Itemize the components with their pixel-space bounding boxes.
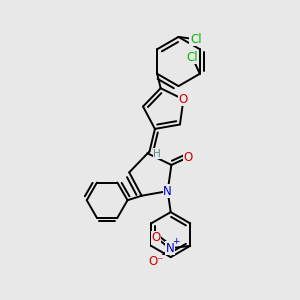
- Text: O: O: [183, 151, 193, 164]
- Text: N: N: [163, 184, 172, 198]
- Text: +: +: [172, 237, 179, 246]
- Text: O⁻: O⁻: [148, 255, 164, 268]
- Text: O: O: [179, 93, 188, 106]
- Text: O: O: [152, 231, 161, 244]
- Text: Cl: Cl: [190, 33, 202, 46]
- Text: N: N: [165, 242, 174, 255]
- Text: H: H: [153, 149, 161, 159]
- Text: Cl: Cl: [187, 51, 198, 64]
